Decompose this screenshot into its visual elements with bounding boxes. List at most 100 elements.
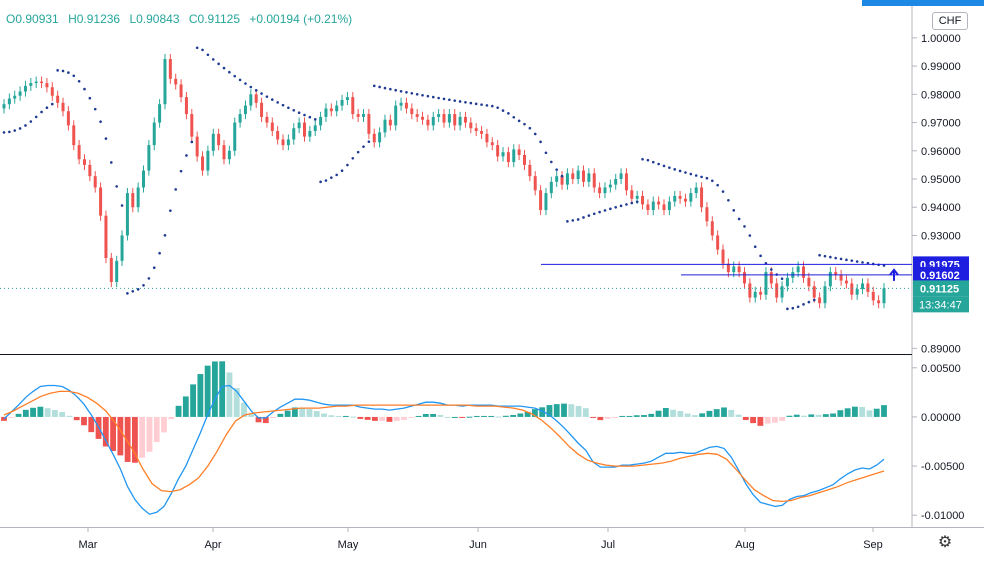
candle-body [576,170,580,179]
candle-body [447,114,451,123]
macd-histogram-bar [481,415,487,417]
sar-dot [287,106,290,110]
candle-body [549,181,553,194]
macd-histogram-bar [44,408,51,417]
sar-dot [796,305,800,309]
candle-body [249,94,253,106]
macd-histogram-bar [677,411,684,417]
candle-body [496,145,500,157]
candle-body [769,272,773,284]
candle-body [485,133,489,143]
candle-body [490,142,494,146]
candle-body [844,280,848,284]
candle-body [415,114,419,117]
candle-body [463,116,467,123]
sar-dot [861,261,864,264]
currency-button[interactable]: CHF [932,12,968,30]
candle-body [646,204,650,211]
sar-dot [770,268,773,271]
sar-dot [367,140,371,144]
candle-body [190,114,194,137]
candle-body [217,133,221,146]
candle-body [834,272,838,275]
candle-body [254,94,258,103]
macd-histogram-bar [161,416,167,433]
sar-dot [786,307,789,311]
macd-histogram-bar [692,415,698,417]
price-label-text: 0.91602 [920,270,960,282]
sar-dot [448,98,451,102]
price-tick-label: 0.97000 [921,118,961,130]
sar-dot [8,130,11,134]
candle-body [308,131,312,137]
candle-body [533,176,537,191]
macd-histogram-bar [822,414,829,417]
sar-dot [378,85,381,89]
gear-icon[interactable]: ⚙ [937,534,953,551]
candle-body [286,139,290,146]
sar-dot [646,158,650,162]
sar-dot [217,62,220,66]
candle-body [13,95,17,99]
candle-body [329,108,333,112]
macd-histogram-bar [728,409,735,417]
macd-histogram-bar [793,414,800,417]
macd-histogram-bar [262,416,269,424]
sar-dot [77,80,81,83]
macd-histogram-bar [444,416,451,418]
sar-dot [759,254,762,258]
sar-dot [641,157,644,161]
macd-histogram-bar [372,416,378,421]
sar-dot [818,253,821,257]
sar-dot [244,82,247,85]
macd-histogram-bar [102,416,109,447]
sar-dot [83,87,86,91]
sar-dot [158,251,161,255]
sar-dot [110,161,113,164]
price-tick-label: 0.89000 [921,343,961,355]
candle-body [721,249,725,264]
sar-dot [147,277,151,280]
candle-body [700,187,704,208]
sar-dot [40,110,43,114]
macd-tick-label: 0.00000 [921,412,961,424]
candle-body [528,164,532,177]
sar-dot [855,260,859,263]
candle-body [512,149,516,163]
candle-body [147,145,151,171]
candle-body [131,193,135,208]
sar-dot [480,103,483,106]
macd-histogram-bar [313,411,320,417]
sar-dot [630,201,634,205]
macd-histogram-bar [597,416,604,421]
sar-dot [802,303,805,306]
candle-body [587,173,591,182]
macd-histogram-bar [139,416,146,458]
macd-histogram-bar [713,409,720,417]
candle-body [40,81,44,84]
sar-dot [651,160,655,164]
sar-dot [678,169,682,173]
macd-histogram-bar [393,416,400,421]
macd-histogram-bar [15,413,22,417]
sar-dot [753,245,757,249]
macd-histogram-bar [190,384,196,417]
sar-dot [453,99,457,102]
candle-body [56,95,60,103]
candle-body [469,122,473,129]
sar-dot [544,151,548,155]
macd-histogram-bar [335,415,342,417]
candle-body [560,176,564,185]
sar-dot [582,216,585,219]
macd-histogram-bar [779,416,786,421]
sar-dot [394,88,398,92]
macd-tick-label: -0.00500 [921,461,964,473]
macd-histogram-bar [655,410,662,417]
sar-dot [351,156,355,160]
sar-dot [126,292,129,295]
candle-body [630,190,634,199]
candle-body [362,114,366,117]
sar-dot [330,176,333,179]
sar-dot [662,164,666,168]
